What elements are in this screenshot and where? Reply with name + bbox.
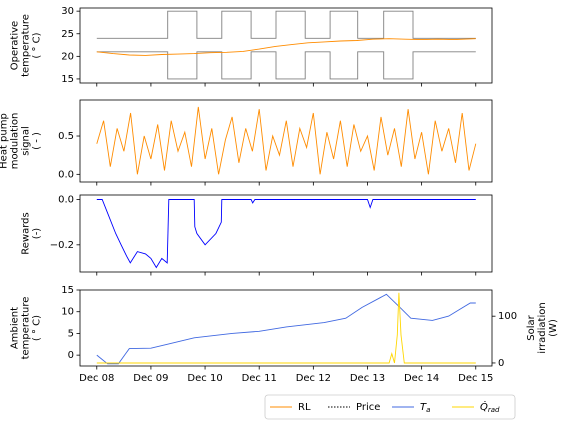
y-axis-label-line: ( ° C) bbox=[32, 32, 43, 58]
y-tick-label: −0.2 bbox=[50, 240, 74, 251]
legend: RL Price Ta Q̇rad bbox=[264, 394, 516, 420]
x-tick-label: Dec 10 bbox=[187, 373, 222, 384]
legend-box bbox=[264, 394, 516, 420]
series-line bbox=[96, 51, 476, 80]
y-tick-label: 0.5 bbox=[58, 131, 74, 142]
x-tick-label: Dec 12 bbox=[296, 373, 331, 384]
y-axis-label: Operative temperature( ° C) bbox=[10, 14, 43, 77]
y-tick-label: 25 bbox=[61, 29, 74, 40]
y-axis-label: Heat pump modulation signal( - ) bbox=[0, 113, 43, 170]
y-axis-label-line: temperature bbox=[21, 14, 32, 77]
y-axis-label-line: temperature bbox=[21, 297, 32, 360]
series-line bbox=[96, 106, 477, 175]
y-axis-label-line: Heat pump bbox=[0, 113, 10, 169]
y-axis-label-line: ( ° C) bbox=[32, 315, 43, 341]
x-tick-label: Dec 14 bbox=[404, 373, 439, 384]
y-tick-label: 10 bbox=[61, 307, 74, 318]
plot-frame bbox=[79, 99, 493, 183]
y-tick-label: 20 bbox=[61, 51, 74, 62]
legend-label: RL bbox=[298, 402, 311, 413]
plot-frame bbox=[79, 194, 493, 273]
legend-subscript: a bbox=[426, 406, 430, 414]
series-line bbox=[96, 199, 476, 269]
y-tick-label: 0.0 bbox=[58, 195, 74, 206]
legend-label: Ta bbox=[420, 402, 430, 414]
x-tick-label: Dec 08 bbox=[79, 373, 114, 384]
series-line bbox=[96, 292, 476, 364]
x-tick-label: Dec 11 bbox=[242, 373, 277, 384]
y2-axis-label: Solar irradiation (W) bbox=[526, 302, 559, 353]
x-tick-label: Dec 15 bbox=[458, 373, 493, 384]
y-axis-label-line: (-) bbox=[32, 228, 43, 240]
y2-axis-label-line: (W) bbox=[548, 319, 559, 337]
x-tick-label: Dec 09 bbox=[133, 373, 168, 384]
y-axis-label-line: Rewards bbox=[21, 212, 32, 254]
legend-subscript: rad bbox=[488, 406, 500, 414]
y2-axis-label-line: irradiation bbox=[537, 302, 548, 353]
legend-label: Q̇rad bbox=[480, 400, 500, 414]
series-line bbox=[96, 10, 476, 39]
y-axis-label-line: signal bbox=[21, 126, 32, 156]
legend-name: RL bbox=[298, 402, 311, 413]
y-tick-label: 0 bbox=[68, 350, 74, 361]
plot-frame bbox=[79, 7, 493, 84]
y-tick-label: 15 bbox=[61, 285, 74, 296]
y2-tick-label: 0 bbox=[498, 358, 504, 369]
series-line bbox=[96, 38, 476, 56]
y-axis-label: Rewards (-) bbox=[21, 212, 43, 254]
series-line bbox=[96, 293, 476, 365]
legend-name: Q̇ bbox=[480, 400, 488, 413]
y-axis-label-line: modulation bbox=[10, 113, 21, 170]
legend-name: T bbox=[420, 402, 427, 413]
legend-name: Price bbox=[356, 402, 380, 413]
y-tick-label: 5 bbox=[68, 328, 74, 339]
y2-axis-label-line: Solar bbox=[526, 314, 537, 340]
y-axis-label-line: Ambient bbox=[10, 307, 21, 349]
y-tick-label: 15 bbox=[61, 74, 74, 85]
y-axis-label-line: Operative bbox=[10, 21, 21, 70]
y2-tick-label: 100 bbox=[498, 311, 517, 322]
y-tick-label: 0.0 bbox=[58, 169, 74, 180]
y-axis-label-line: ( - ) bbox=[32, 132, 43, 150]
plot-frame bbox=[79, 289, 493, 367]
x-tick-label: Dec 13 bbox=[350, 373, 385, 384]
y-tick-label: 30 bbox=[61, 6, 74, 17]
legend-label: Price bbox=[356, 402, 380, 413]
y-axis-label: Ambient temperature( ° C) bbox=[10, 297, 43, 360]
